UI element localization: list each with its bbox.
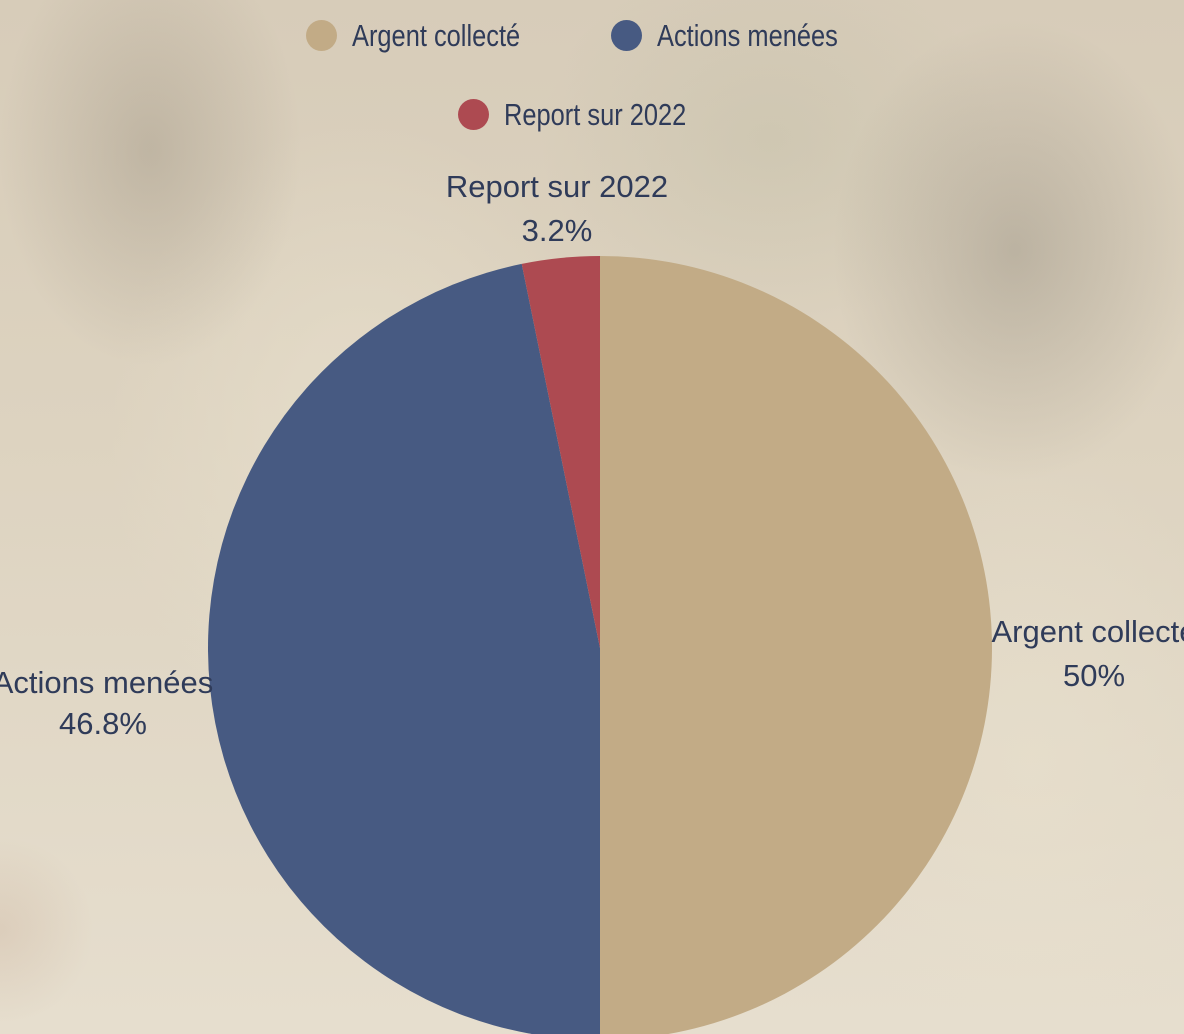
legend-item-actions-menees: Actions menées (611, 17, 878, 53)
pie-slice-argent-collect (600, 256, 992, 1034)
legend-label-argent-collecte: Argent collecté (352, 17, 521, 53)
legend-label-report-sur-2022: Report sur 2022 (503, 96, 687, 132)
legend-swatch-actions-menees (611, 19, 643, 51)
legend-swatch-report-sur-2022 (457, 98, 489, 130)
pie-slice-report-sur-2022 (521, 256, 600, 648)
slice-label-name-actions-menees: Actions menées (0, 665, 213, 700)
legend-label-actions-menees: Actions menées (657, 17, 839, 53)
legend-bottom-row: Report sur 2022 (0, 93, 1184, 135)
slice-label-value-argent-collecte: 50% (1063, 658, 1125, 693)
slice-label-name-argent-collecte: Argent collecté (991, 614, 1184, 649)
slice-label-value-report-sur-2022: 3.2% (522, 213, 593, 248)
legend-swatch-argent-collecte (306, 19, 338, 51)
legend-item-report-sur-2022: Report sur 2022 (457, 96, 726, 132)
slice-labels: Argent collecté 50% Actions menées 46.8%… (0, 169, 1184, 741)
legend-top-row: Argent collecté Actions menées (0, 13, 1184, 57)
slice-label-name-report-sur-2022: Report sur 2022 (446, 169, 668, 204)
slice-label-value-actions-menees: 46.8% (59, 706, 147, 741)
legend-item-argent-collecte: Argent collecté (306, 17, 557, 53)
pie-slices (208, 256, 992, 1034)
pie-slice-actions-men-es (208, 263, 600, 1034)
